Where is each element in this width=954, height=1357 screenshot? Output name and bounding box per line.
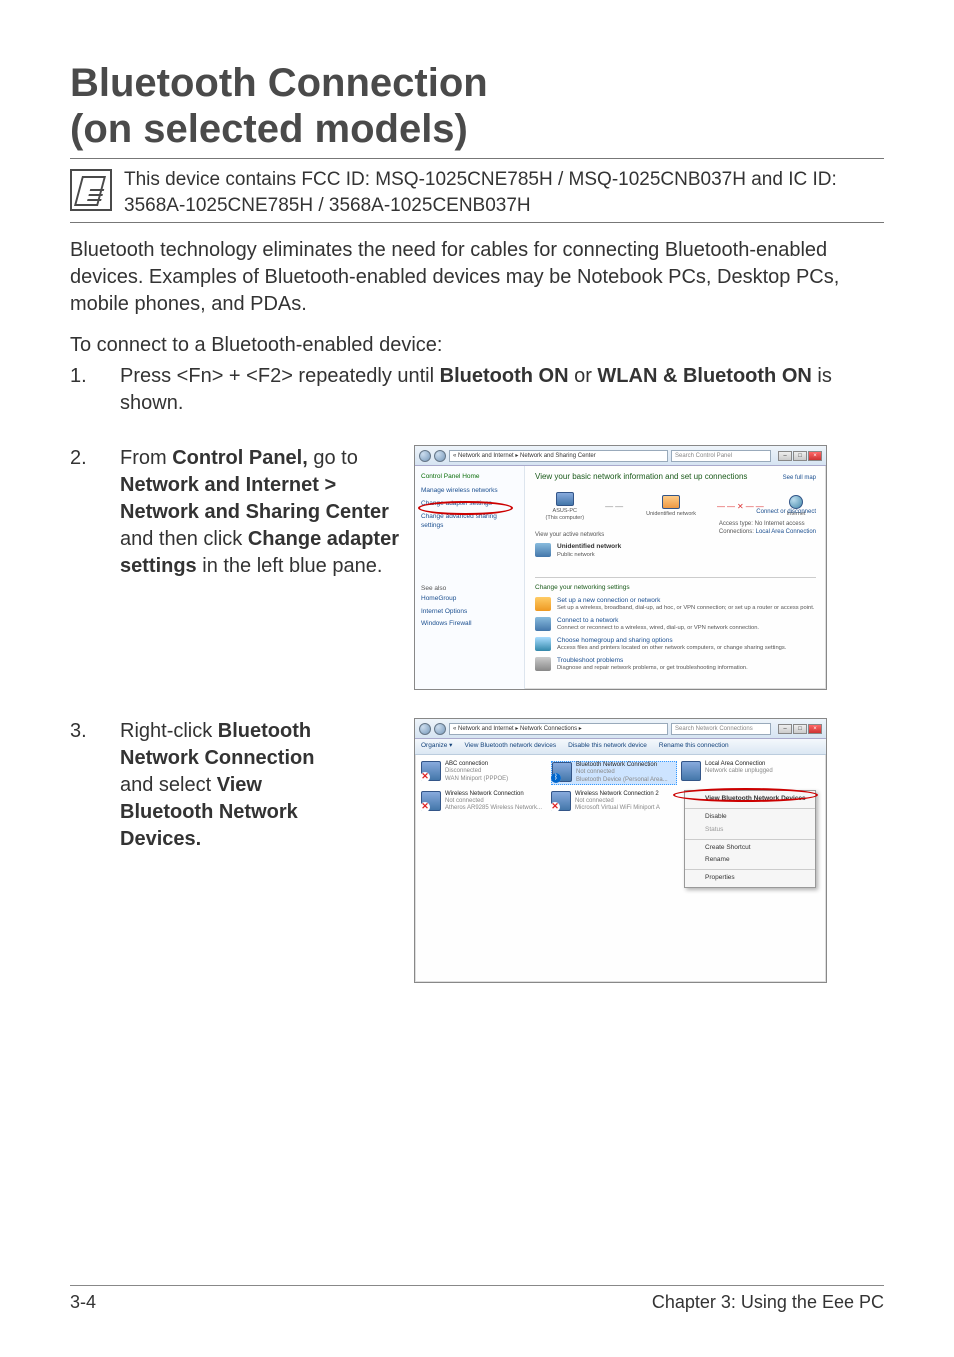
change-settings-heading: Change your networking settings (535, 584, 816, 593)
sidebar-manage-wireless[interactable]: Manage wireless networks (421, 486, 518, 496)
step-2: 2. From Control Panel, go to Network and… (70, 445, 884, 690)
see-full-map-link[interactable]: See full map (783, 474, 816, 482)
menu-disable[interactable]: Disable (685, 811, 815, 824)
menu-view-bt-devices[interactable]: View Bluetooth Network Devices (685, 793, 815, 806)
screenshot-network-sharing-center: « Network and Internet ▸ Network and Sha… (414, 445, 827, 690)
troubleshoot-link[interactable]: Troubleshoot problems (557, 657, 748, 665)
page-title: Bluetooth Connection (on selected models… (70, 60, 884, 152)
connection-icon: ✕ (421, 761, 441, 781)
toolbar-view-bt[interactable]: View Bluetooth network devices (464, 742, 556, 751)
toolbar-disable[interactable]: Disable this network device (568, 742, 647, 751)
connection-wireless-2[interactable]: ✕Wireless Network Connection 2Not connec… (551, 791, 677, 813)
note-rule (70, 222, 884, 223)
maximize-button-2[interactable]: □ (793, 724, 807, 734)
minimize-button-2[interactable]: – (778, 724, 792, 734)
connect-network-link[interactable]: Connect to a network (557, 617, 759, 625)
main-panel: View your basic network information and … (525, 466, 826, 689)
sidebar-see-also: See also (421, 584, 518, 594)
step-1-text: Press <Fn> + <F2> repeatedly until Bluet… (120, 363, 884, 417)
menu-properties[interactable]: Properties (685, 872, 815, 885)
organize-menu[interactable]: Organize ▾ (421, 742, 452, 751)
note-text: This device contains FCC ID: MSQ-1025CNE… (124, 167, 884, 218)
sidebar: Control Panel Home Manage wireless netwo… (415, 466, 525, 689)
window-titlebar-2: « Network and Internet ▸ Network Connect… (415, 719, 826, 739)
step-2-text: From Control Panel, go to Network and In… (120, 445, 402, 580)
step-1-number: 1. (70, 363, 120, 390)
homegroup-icon (535, 637, 551, 651)
connections-area: ✕ABC connectionDisconnectedWAN Miniport … (415, 755, 826, 820)
sidebar-internet-options[interactable]: Internet Options (421, 607, 518, 617)
forward-button-2[interactable] (434, 723, 446, 735)
sidebar-firewall[interactable]: Windows Firewall (421, 619, 518, 629)
menu-status: Status (685, 824, 815, 837)
title-line-1: Bluetooth Connection (70, 61, 488, 105)
title-line-2: (on selected models) (70, 107, 468, 151)
screenshot-network-connections: « Network and Internet ▸ Network Connect… (414, 718, 827, 983)
sidebar-change-adapter[interactable]: Change adapter settings (421, 499, 518, 509)
network-thumb-icon (535, 543, 551, 557)
connect-icon (535, 617, 551, 631)
toolbar: Organize ▾ View Bluetooth network device… (415, 739, 826, 755)
troubleshoot-icon (535, 657, 551, 671)
sidebar-advanced-sharing[interactable]: Change advanced sharing settings (421, 512, 518, 532)
toolbar-rename[interactable]: Rename this connection (659, 742, 729, 751)
computer-icon (556, 492, 574, 506)
connection-wireless-1[interactable]: ✕Wireless Network ConnectionNot connecte… (421, 791, 547, 813)
search-input[interactable]: Search Control Panel (671, 450, 771, 462)
search-input-2[interactable]: Search Network Connections (671, 723, 771, 735)
step-3: 3. Right-click Bluetooth Network Connect… (70, 718, 884, 983)
page-number: 3-4 (70, 1292, 96, 1313)
wifi-icon: ✕ (421, 791, 441, 811)
connection-abc[interactable]: ✕ABC connectionDisconnectedWAN Miniport … (421, 761, 547, 785)
bluetooth-connection-icon: ✕ᛒ (552, 762, 572, 782)
window-titlebar: « Network and Internet ▸ Network and Sha… (415, 446, 826, 466)
back-button[interactable] (419, 450, 431, 462)
intro-paragraph: Bluetooth technology eliminates the need… (70, 237, 884, 318)
step-2-number: 2. (70, 445, 120, 472)
sidebar-home[interactable]: Control Panel Home (421, 472, 518, 482)
connection-bluetooth[interactable]: ✕ᛒBluetooth Network ConnectionNot connec… (551, 761, 677, 785)
local-area-connection-link[interactable]: Local Area Connection (756, 529, 816, 535)
lead-in: To connect to a Bluetooth-enabled device… (70, 332, 884, 359)
homegroup-link[interactable]: Choose homegroup and sharing options (557, 637, 786, 645)
address-bar[interactable]: « Network and Internet ▸ Network and Sha… (449, 450, 668, 462)
title-rule (70, 158, 884, 159)
unidentified-network-label: Unidentified network (557, 543, 621, 551)
menu-rename[interactable]: Rename (685, 854, 815, 867)
page-footer: 3-4 Chapter 3: Using the Eee PC (70, 1285, 884, 1313)
internet-icon (789, 495, 803, 509)
context-menu: View Bluetooth Network Devices Disable S… (684, 790, 816, 888)
network-icon (662, 495, 680, 509)
sidebar-homegroup[interactable]: HomeGroup (421, 594, 518, 604)
lan-icon (681, 761, 701, 781)
step-3-number: 3. (70, 718, 120, 745)
connect-disconnect-link[interactable]: Connect or disconnect (756, 508, 816, 516)
maximize-button[interactable]: □ (793, 451, 807, 461)
note-icon (70, 169, 112, 211)
forward-button[interactable] (434, 450, 446, 462)
close-button[interactable]: × (808, 451, 822, 461)
wifi-icon-2: ✕ (551, 791, 571, 811)
chapter-label: Chapter 3: Using the Eee PC (652, 1292, 884, 1313)
main-heading: View your basic network information and … (535, 472, 816, 483)
close-button-2[interactable]: × (808, 724, 822, 734)
minimize-button[interactable]: – (778, 451, 792, 461)
setup-connection-link[interactable]: Set up a new connection or network (557, 597, 814, 605)
menu-create-shortcut[interactable]: Create Shortcut (685, 842, 815, 855)
connection-lan[interactable]: Local Area ConnectionNetwork cable unplu… (681, 761, 807, 785)
step-1: 1. Press <Fn> + <F2> repeatedly until Bl… (70, 363, 884, 417)
step-3-text: Right-click Bluetooth Network Connection… (120, 718, 352, 853)
note-box: This device contains FCC ID: MSQ-1025CNE… (70, 167, 884, 218)
back-button-2[interactable] (419, 723, 431, 735)
address-bar-2[interactable]: « Network and Internet ▸ Network Connect… (449, 723, 668, 735)
wizard-icon (535, 597, 551, 611)
public-network-label: Public network (557, 552, 621, 560)
